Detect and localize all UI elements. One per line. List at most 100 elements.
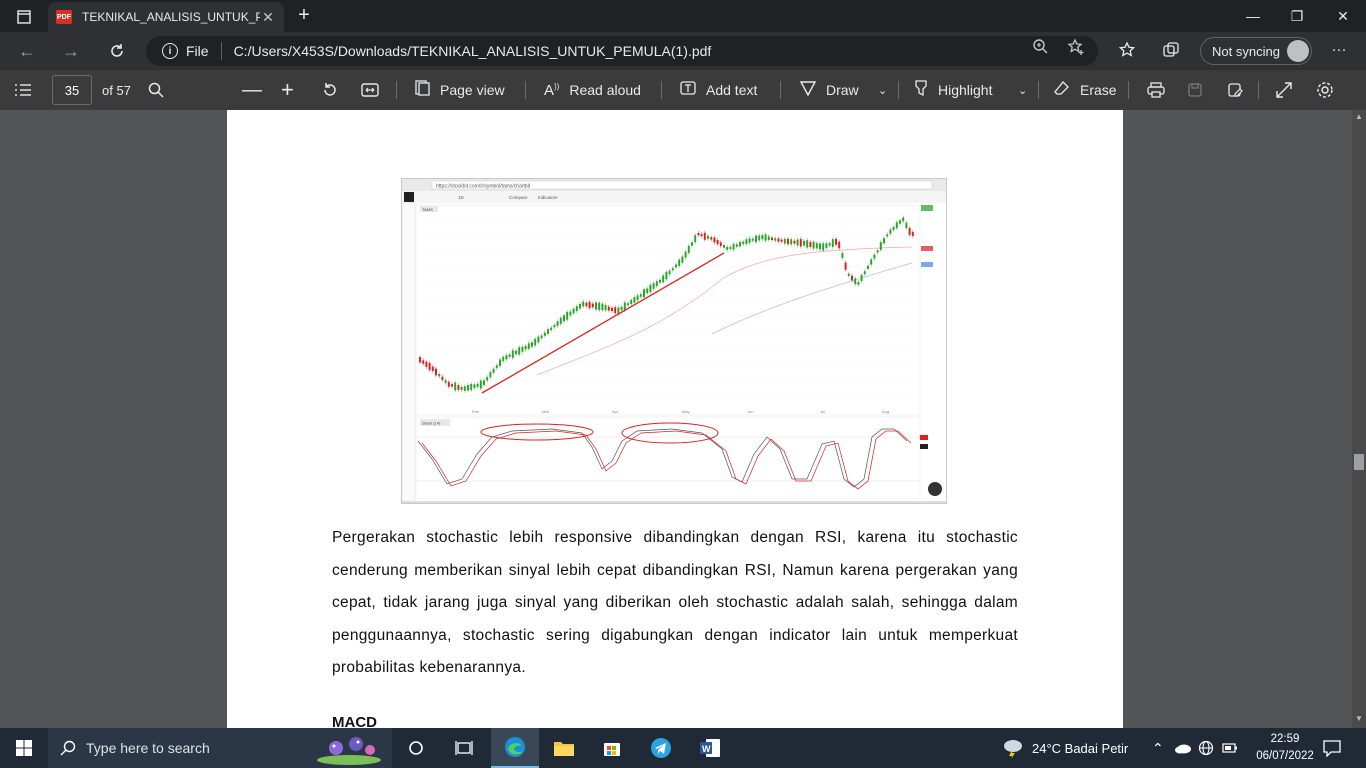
find-icon[interactable] (148, 70, 164, 110)
network-globe-icon[interactable] (1198, 728, 1214, 768)
toolbar-divider (1038, 81, 1039, 99)
figure-toolbar-1: 1D (458, 195, 465, 200)
candle (684, 251, 687, 258)
highlight-button[interactable]: Highlight (914, 70, 992, 110)
zoom-in-button[interactable]: + (281, 77, 294, 102)
erase-button[interactable]: Erase (1054, 70, 1117, 110)
candle (838, 241, 841, 249)
clock-date: 06/07/2022 (1256, 750, 1314, 762)
edge-taskbar-icon[interactable] (491, 728, 539, 768)
candle (748, 238, 751, 243)
candle (745, 239, 748, 245)
tab-actions-icon[interactable] (8, 6, 40, 28)
tab-close-icon[interactable]: ✕ (262, 8, 274, 25)
browser-tab[interactable]: PDF TEKNIKAL_ANALISIS_UNTUK_PEM ✕ (48, 2, 284, 32)
onedrive-cloud-icon[interactable] (1174, 728, 1192, 768)
candle (486, 377, 489, 381)
file-explorer-icon[interactable] (540, 728, 588, 768)
pdf-viewer[interactable]: https://stockbit.com/#/symbol/tams/chart… (0, 110, 1352, 728)
page-number-input[interactable]: 35 (52, 75, 92, 105)
zoom-out-button[interactable]: — (242, 78, 262, 101)
figure-symbol: TAMS (422, 207, 433, 212)
taskbar-search-input[interactable]: Type here to search (48, 728, 392, 768)
battery-icon[interactable] (1222, 728, 1238, 768)
settings-more-button[interactable]: ··· (1331, 41, 1347, 58)
forward-button[interactable]: → (62, 40, 80, 61)
info-icon[interactable]: i (162, 43, 178, 59)
candle (563, 315, 565, 322)
telegram-icon[interactable] (637, 728, 685, 768)
scrollbar-thumb[interactable] (1354, 454, 1364, 470)
close-window-button[interactable]: ✕ (1337, 7, 1349, 24)
draw-chevron-down-icon[interactable]: ⌄ (878, 84, 888, 97)
minimize-button[interactable]: — (1246, 8, 1260, 24)
candle (534, 338, 537, 346)
new-tab-button[interactable]: + (298, 4, 310, 26)
stockbit-chart-screenshot: https://stockbit.com/#/symbol/tams/chart… (401, 178, 947, 504)
candle (444, 380, 447, 384)
pdf-settings-gear-icon[interactable] (1316, 70, 1334, 110)
collections-icon[interactable] (1160, 41, 1182, 61)
scroll-down-arrow-icon[interactable]: ▼ (1355, 714, 1363, 723)
candle (873, 254, 876, 259)
candle (438, 373, 441, 377)
add-favorite-icon[interactable] (1066, 38, 1086, 56)
candle (630, 299, 633, 305)
scroll-up-arrow-icon[interactable]: ▲ (1355, 112, 1363, 121)
omnibox-divider (220, 42, 222, 60)
favorites-icon[interactable] (1116, 41, 1138, 61)
toolbar-divider (1258, 81, 1259, 99)
word-icon[interactable]: W (686, 728, 734, 768)
month-label: Jun (747, 409, 753, 414)
candle (771, 237, 773, 241)
candle (755, 235, 757, 243)
page-view-label: Page view (440, 82, 505, 98)
fullscreen-icon[interactable] (1276, 70, 1292, 110)
candle (585, 302, 588, 307)
url-text[interactable]: C:/Users/X453S/Downloads/TEKNIKAL_ANALIS… (233, 43, 712, 59)
windows-start-icon[interactable] (0, 728, 48, 768)
candle (566, 311, 569, 320)
candle (425, 361, 428, 367)
candle (700, 234, 703, 237)
zoom-icon[interactable] (1030, 38, 1050, 56)
candle (803, 240, 805, 246)
candle (524, 345, 527, 350)
read-aloud-button[interactable]: A)) Read aloud (544, 70, 641, 110)
print-icon[interactable] (1147, 70, 1165, 110)
task-view-icon[interactable] (440, 728, 488, 768)
read-aloud-label: Read aloud (569, 82, 641, 98)
tray-chevron-up-icon[interactable]: ⌃ (1152, 739, 1164, 756)
highlight-chevron-down-icon[interactable]: ⌄ (1018, 84, 1028, 97)
notification-center-icon[interactable] (1322, 728, 1342, 768)
draw-button[interactable]: Draw (799, 70, 859, 110)
maximize-button[interactable]: ❐ (1290, 7, 1304, 24)
candle (527, 343, 530, 349)
vertical-scrollbar[interactable]: ▲ ▼ (1352, 110, 1366, 728)
page-view-button[interactable]: Page view (414, 70, 505, 110)
weather-widget[interactable]: 24°C Badai Petir (1002, 728, 1128, 768)
candle (883, 238, 885, 244)
contents-menu-icon[interactable] (14, 70, 32, 110)
save-as-icon[interactable] (1227, 70, 1243, 110)
candle (847, 273, 850, 276)
microsoft-store-icon[interactable] (588, 728, 636, 768)
add-text-button[interactable]: Add text (680, 70, 757, 110)
candle (617, 307, 620, 314)
candle (614, 307, 617, 314)
cortana-icon[interactable] (392, 728, 440, 768)
toolbar-divider (780, 81, 781, 99)
rotate-icon[interactable] (322, 70, 338, 110)
candle (511, 350, 514, 358)
fit-page-icon[interactable] (361, 70, 379, 110)
candle (739, 241, 741, 247)
highlight-label: Highlight (938, 82, 993, 98)
url-omnibox[interactable]: i File C:/Users/X453S/Downloads/TEKNIKAL… (146, 36, 1098, 66)
taskbar-clock[interactable]: 22:59 06/07/2022 (1250, 731, 1320, 765)
refresh-button[interactable] (104, 39, 130, 63)
candle (454, 382, 457, 391)
candle (716, 239, 719, 245)
back-button[interactable]: ← (18, 40, 36, 61)
body-paragraph: Pergerakan stochastic lebih responsive d… (332, 529, 1018, 676)
profile-sync-button[interactable]: Not syncing (1200, 37, 1312, 65)
